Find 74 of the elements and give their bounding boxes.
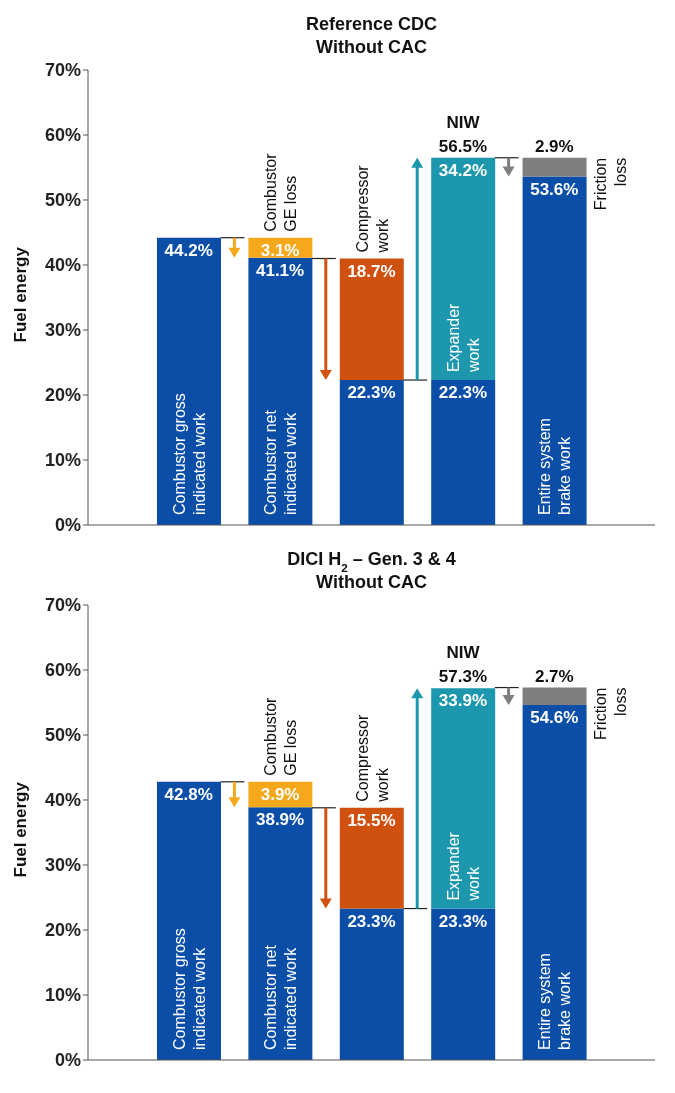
y-tick-label: 10%	[44, 450, 81, 471]
bar	[248, 807, 313, 1060]
annotation: Compressor work	[353, 164, 391, 254]
bar	[431, 688, 496, 909]
annotation: Combustor net indicated work	[262, 409, 300, 515]
annotation: Entire system brake work	[536, 418, 574, 515]
annotation: Combustor GE loss	[262, 152, 300, 232]
y-tick-label: 70%	[44, 595, 81, 616]
y-tick-label: 20%	[44, 920, 81, 941]
y-tick-label: 10%	[44, 985, 81, 1006]
data-label: 33.9%	[438, 691, 487, 711]
y-tick-label: 50%	[44, 725, 81, 746]
bar	[431, 380, 496, 525]
bar	[339, 380, 404, 525]
y-tick-label: 30%	[44, 320, 81, 341]
annotation: Friction loss	[592, 687, 630, 740]
chart-subtitle: Without CAC	[316, 572, 427, 592]
data-label: 2.9%	[534, 136, 574, 156]
annotation: Entire system brake work	[536, 953, 574, 1050]
data-label: 3.1%	[260, 240, 300, 260]
bar	[157, 237, 221, 525]
data-label: 3.9%	[260, 784, 300, 804]
data-label: 23.3%	[347, 911, 396, 931]
data-label: 22.3%	[347, 383, 396, 403]
annotation: Compressor work	[353, 714, 391, 803]
data-label: 44.2%	[164, 240, 213, 260]
y-axis-title: Fuel energy	[11, 781, 31, 878]
y-tick-label: 40%	[44, 255, 81, 276]
annotation: NIW	[446, 112, 481, 132]
total-label: 57.3%	[438, 667, 487, 687]
annotation: Expander work	[444, 302, 482, 374]
bar	[522, 705, 587, 1060]
data-label: 34.2%	[438, 160, 487, 180]
data-label: 41.1%	[256, 260, 305, 280]
annotation: Combustor net indicated work	[262, 944, 300, 1050]
bar	[339, 258, 404, 381]
data-label: 22.3%	[438, 383, 487, 403]
y-tick-label: 0%	[54, 1050, 81, 1071]
bar	[157, 781, 221, 1060]
data-label: 15.5%	[347, 810, 396, 830]
y-tick-label: 0%	[54, 515, 81, 536]
y-tick-label: 60%	[44, 660, 81, 681]
data-label: 42.8%	[164, 784, 213, 804]
y-tick-label: 50%	[44, 190, 81, 211]
y-tick-label: 20%	[44, 385, 81, 406]
data-label: 2.7%	[534, 666, 574, 686]
bar	[522, 157, 587, 177]
chart-title: DICI H$_{2}$ – Gen. 3 & 4	[287, 549, 456, 574]
bar	[339, 908, 404, 1060]
annotation: NIW	[446, 643, 481, 663]
y-tick-label: 30%	[44, 855, 81, 876]
total-label: 56.5%	[438, 136, 487, 156]
annotation: Combustor GE loss	[262, 696, 300, 776]
y-tick-label: 70%	[44, 60, 81, 81]
bar	[522, 687, 587, 706]
bar	[431, 157, 496, 381]
bar	[248, 257, 313, 525]
y-tick-label: 40%	[44, 790, 81, 811]
data-label: 53.6%	[530, 179, 579, 199]
bar	[431, 908, 496, 1060]
annotation: Combustor gross indicated work	[170, 393, 208, 515]
bar	[339, 807, 404, 909]
annotation: Friction loss	[592, 157, 630, 211]
data-label: 54.6%	[530, 708, 579, 728]
data-label: 23.3%	[438, 911, 487, 931]
annotation: Expander work	[444, 831, 482, 902]
chart-title: Reference CDC	[305, 14, 438, 34]
chart-subtitle: Without CAC	[316, 37, 427, 57]
data-label: 18.7%	[347, 261, 396, 281]
annotation: Combustor gross indicated work	[170, 928, 208, 1050]
bar	[522, 176, 587, 525]
y-tick-label: 60%	[44, 125, 81, 146]
data-label: 38.9%	[256, 810, 305, 830]
y-axis-title: Fuel energy	[11, 246, 31, 343]
